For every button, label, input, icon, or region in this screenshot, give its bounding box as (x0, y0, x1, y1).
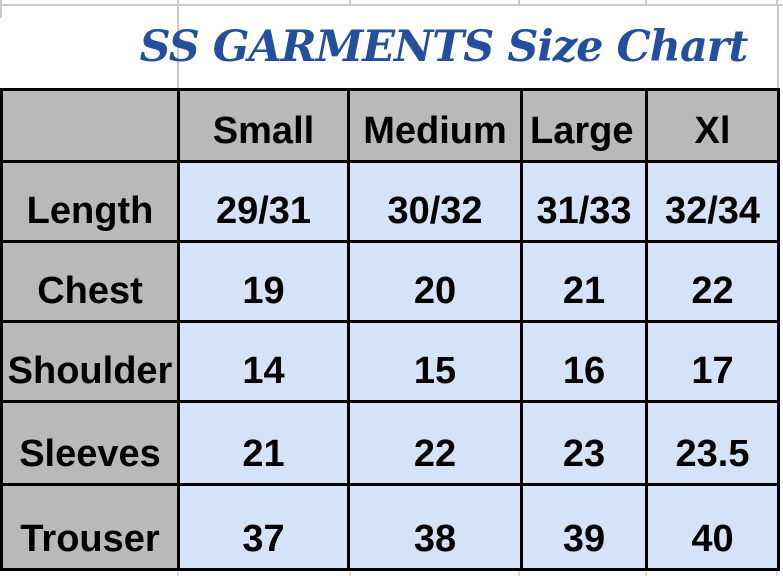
row-label-length[interactable]: Length (3, 163, 177, 240)
cell-length-xl[interactable]: 32/34 (648, 163, 777, 240)
sheet-title[interactable]: SS GARMENTS Size Chart (139, 22, 749, 72)
cell-trouser-xl[interactable]: 40 (648, 486, 777, 568)
cell-length-medium[interactable]: 30/32 (350, 163, 520, 240)
cell-chest-medium[interactable]: 20 (350, 243, 520, 320)
gridline-stub (0, 6, 2, 18)
gridline-stub (518, 0, 520, 4)
gridline-stub (645, 0, 647, 4)
gridline-stub (349, 571, 351, 576)
cell-length-small[interactable]: 29/31 (180, 163, 347, 240)
gridline-stub (0, 0, 2, 4)
row-label-trouser[interactable]: Trouser (3, 486, 177, 568)
cell-sleeves-xl[interactable]: 23.5 (648, 403, 777, 483)
row-label-shoulder[interactable]: Shoulder (3, 323, 177, 400)
cell-length-large[interactable]: 31/33 (523, 163, 645, 240)
gridline-stub (349, 0, 351, 4)
cell-shoulder-medium[interactable]: 15 (350, 323, 520, 400)
gridline-stub (776, 571, 778, 576)
cell-sleeves-large[interactable]: 23 (523, 403, 645, 483)
row-label-sleeves[interactable]: Sleeves (3, 403, 177, 483)
col-header-xl[interactable]: Xl (648, 91, 777, 160)
gridline-title-left (177, 6, 179, 88)
size-chart-table: Small Medium Large Xl Length 29/31 30/32… (0, 88, 780, 571)
gridline-stub (177, 0, 179, 4)
cell-shoulder-large[interactable]: 16 (523, 323, 645, 400)
col-header-large[interactable]: Large (523, 91, 645, 160)
cell-shoulder-small[interactable]: 14 (180, 323, 347, 400)
row-label-chest[interactable]: Chest (3, 243, 177, 320)
gridline-horizontal-top (0, 4, 783, 6)
gridline-stub (645, 571, 647, 576)
cell-chest-large[interactable]: 21 (523, 243, 645, 320)
cell-trouser-small[interactable]: 37 (180, 486, 347, 568)
cell-sleeves-medium[interactable]: 22 (350, 403, 520, 483)
cell-shoulder-xl[interactable]: 17 (648, 323, 777, 400)
cell-chest-xl[interactable]: 22 (648, 243, 777, 320)
cell-trouser-medium[interactable]: 38 (350, 486, 520, 568)
col-header-small[interactable]: Small (180, 91, 347, 160)
cell-trouser-large[interactable]: 39 (523, 486, 645, 568)
gridline-stub (177, 571, 179, 576)
gridline-stub (776, 0, 778, 4)
corner-cell[interactable] (3, 91, 177, 160)
gridline-title-right (777, 6, 779, 88)
cell-sleeves-small[interactable]: 21 (180, 403, 347, 483)
cell-chest-small[interactable]: 19 (180, 243, 347, 320)
gridline-stub (518, 571, 520, 576)
col-header-medium[interactable]: Medium (350, 91, 520, 160)
